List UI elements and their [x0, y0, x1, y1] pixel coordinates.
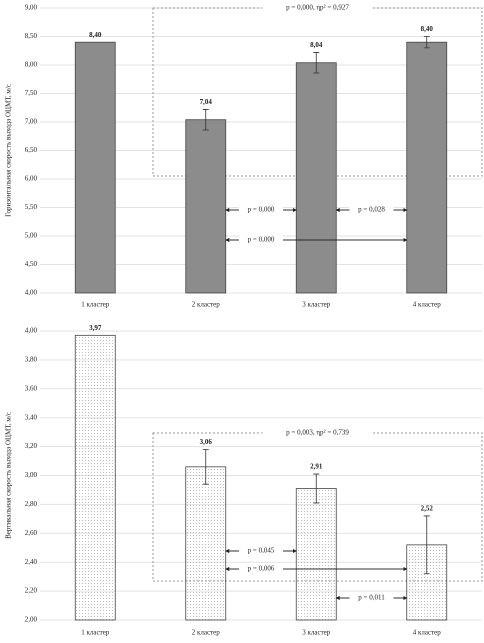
x-tick-label: 2 кластер	[192, 301, 221, 309]
y-tick-label: 6,00	[25, 175, 38, 183]
comparison-bg	[349, 205, 394, 215]
y-tick-label: 3,80	[25, 356, 38, 364]
annotation: p = 0,000, ηp² = 0,927	[286, 4, 349, 12]
comparison-bg	[239, 546, 283, 556]
y-tick-label: 2,00	[25, 616, 38, 624]
comparison-label: p = 0,045	[248, 547, 275, 555]
error-bar	[202, 449, 209, 485]
bar	[406, 41, 448, 294]
x-tick-label: 3 кластер	[302, 629, 331, 637]
comparison-label: p = 0,028	[358, 206, 385, 214]
y-tick-label: 2,60	[25, 529, 38, 537]
error-bar	[423, 36, 430, 49]
comparison-label: p = 0,000	[248, 206, 275, 214]
value-label: 7,04	[200, 98, 213, 106]
y-axis-title: Вертикальная скорость выхода ОЦМТ, м/с	[5, 412, 13, 539]
bar	[185, 466, 227, 621]
x-tick-label: 2 кластер	[192, 629, 221, 637]
value-label: 3,06	[200, 438, 213, 446]
x-tick-label: 4 кластер	[413, 301, 442, 309]
comparison-bg	[349, 593, 394, 603]
y-tick-label: 3,60	[25, 384, 38, 392]
y-tick-label: 2,80	[25, 500, 38, 508]
x-tick-label: 1 кластер	[81, 629, 110, 637]
bar	[185, 119, 227, 294]
y-tick-label: 9,00	[25, 4, 38, 12]
comparison-label: p = 0,011	[358, 594, 385, 602]
annotation-bg	[262, 3, 373, 13]
comparison-label: p = 0,000	[248, 236, 275, 244]
bar	[295, 62, 337, 294]
bar	[74, 334, 116, 621]
bar	[295, 488, 337, 621]
value-label: 2,52	[421, 505, 434, 513]
y-tick-label: 8,00	[25, 61, 38, 69]
y-tick-label: 3,40	[25, 413, 38, 421]
x-tick-label: 3 кластер	[302, 301, 331, 309]
comparison-bg	[239, 235, 283, 245]
y-tick-label: 3,00	[25, 471, 38, 479]
value-label: 2,91	[310, 463, 323, 471]
x-tick-label: 1 кластер	[81, 301, 110, 309]
y-tick-label: 5,50	[25, 203, 38, 211]
y-tick-label: 7,00	[25, 118, 38, 126]
error-bar	[202, 109, 209, 131]
y-tick-label: 2,20	[25, 587, 38, 595]
value-label: 8,04	[310, 41, 323, 49]
value-label: 3,97	[89, 324, 102, 332]
x-tick-label: 4 кластер	[413, 629, 442, 637]
y-tick-label: 8,50	[25, 32, 38, 40]
y-tick-label: 4,50	[25, 260, 38, 268]
error-bar	[423, 515, 430, 575]
y-tick-label: 2,40	[25, 558, 38, 566]
error-bar	[313, 52, 320, 74]
comparison-bg	[239, 564, 283, 574]
y-tick-label: 7,50	[25, 89, 38, 97]
y-tick-label: 3,20	[25, 442, 38, 450]
comparison-bg	[239, 205, 283, 215]
comparison-label: p = 0,006	[248, 565, 275, 573]
error-bar	[313, 473, 320, 504]
annotation: p = 0,003, ηp² = 0,739	[286, 429, 349, 437]
y-axis-title: Горизонтальная скорость выхода ОЦМТ, м/с	[5, 84, 13, 217]
value-label: 8,40	[89, 31, 102, 39]
bar	[74, 41, 116, 294]
value-label: 8,40	[421, 25, 434, 33]
annotation-bg	[262, 428, 373, 438]
y-tick-label: 6,50	[25, 146, 38, 154]
y-tick-label: 4,00	[25, 327, 38, 335]
y-tick-label: 4,00	[25, 289, 38, 297]
y-tick-label: 5,00	[25, 232, 38, 240]
